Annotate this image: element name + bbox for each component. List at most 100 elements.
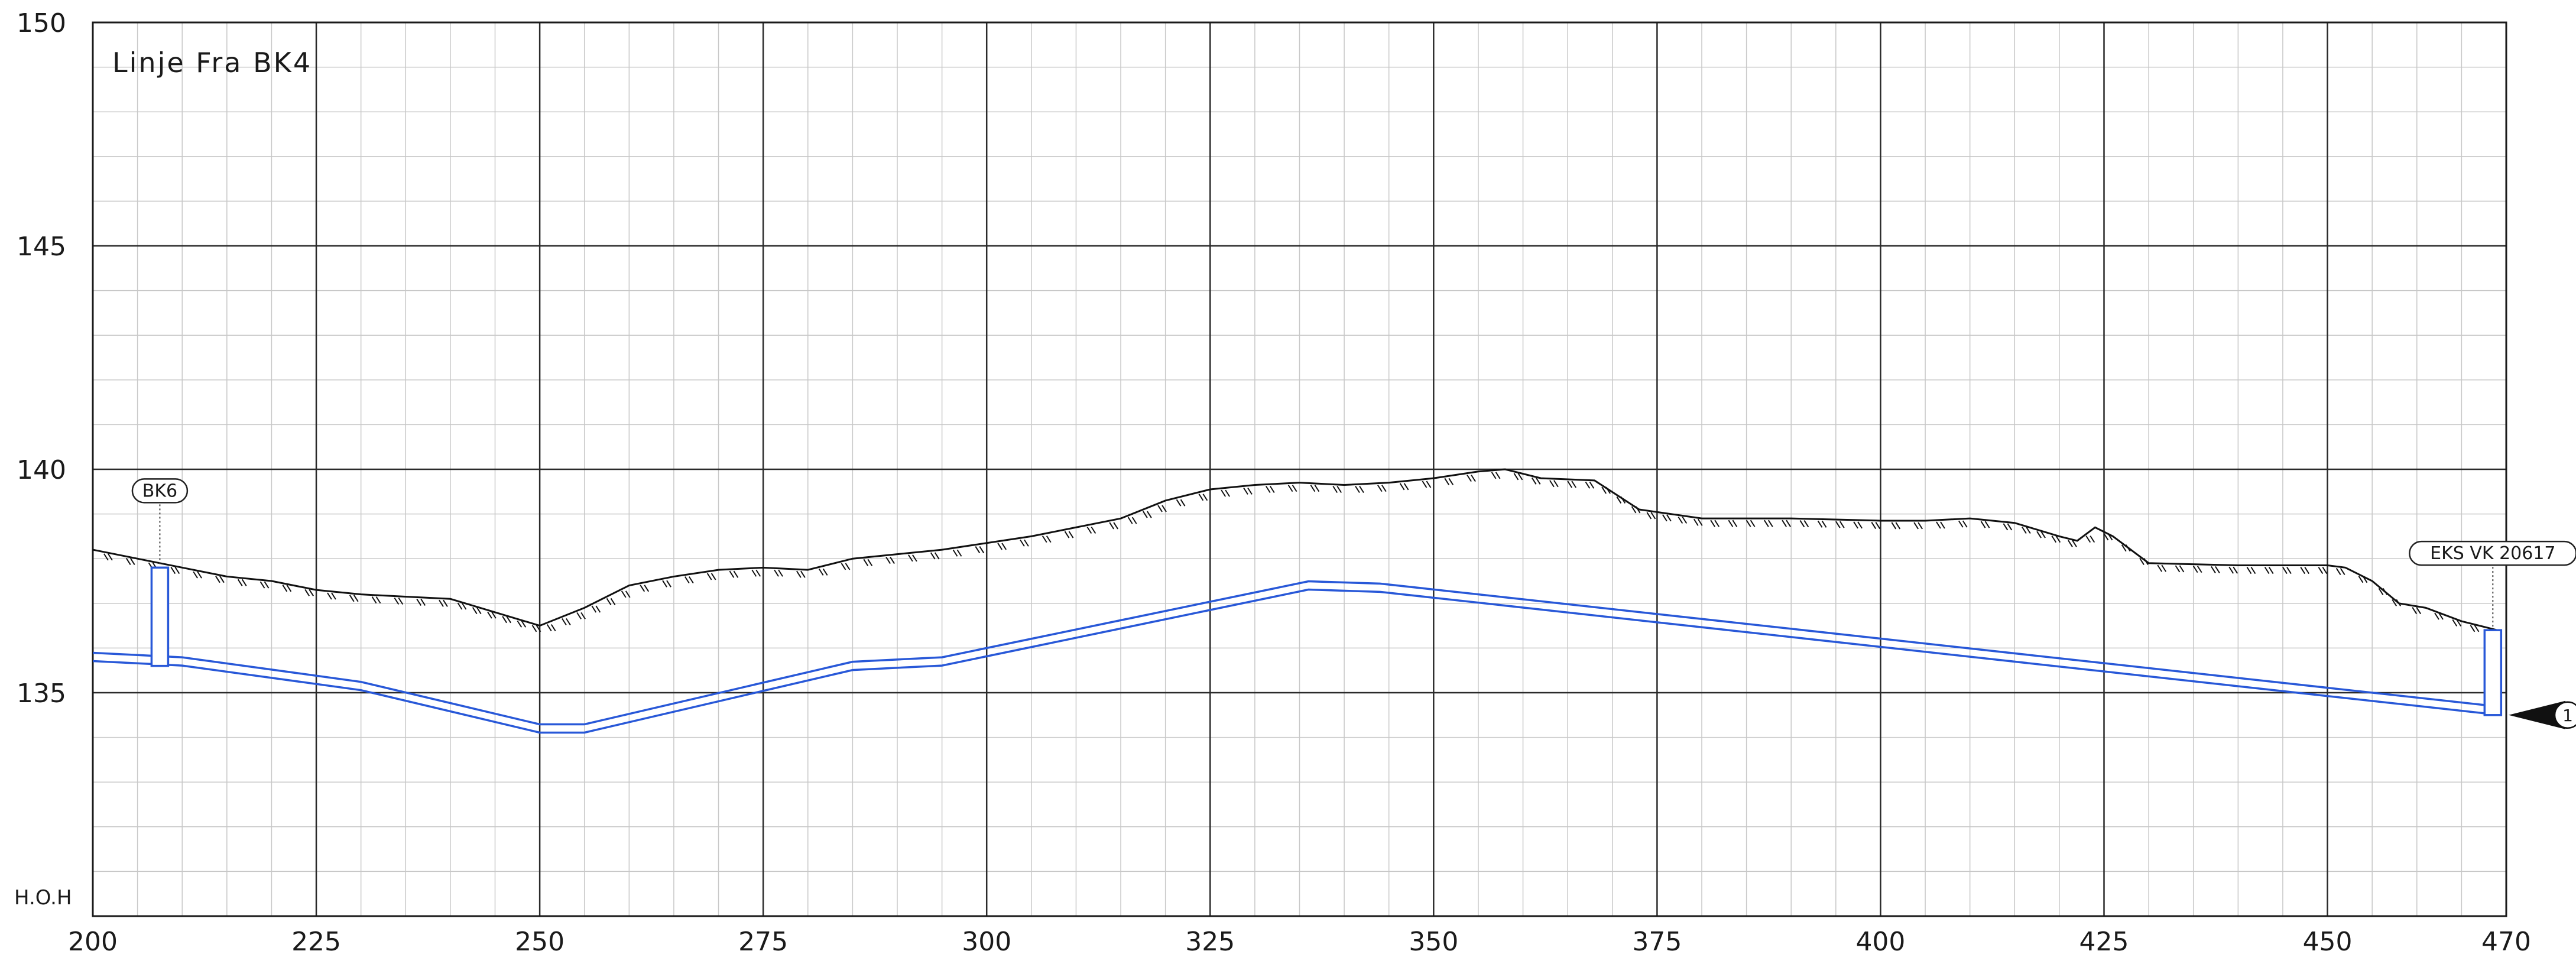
terrain-hatch-mark <box>1605 486 1611 494</box>
terrain-hatch-mark <box>2392 599 2397 606</box>
terrain-hatch-mark <box>2215 566 2220 573</box>
terrain-hatch-mark <box>1650 512 1656 520</box>
terrain-hatch-mark <box>2125 544 2131 552</box>
terrain-hatch-mark <box>1589 481 1595 489</box>
terrain-hatch-mark <box>867 559 873 566</box>
terrain-hatch-mark <box>625 590 631 598</box>
terrain-hatch-mark <box>394 597 400 605</box>
terrain-hatch-mark <box>1001 543 1007 550</box>
terrain-hatch-mark <box>1875 522 1881 530</box>
terrain-hatch-mark <box>491 611 497 619</box>
terrain-hatch-mark <box>1746 520 1751 527</box>
terrain-hatch-mark <box>1984 521 1990 528</box>
terrain-hatch-mark <box>1265 485 1271 494</box>
terrain-hatch-mark <box>1202 494 1208 501</box>
terrain-hatch-mark <box>1403 483 1409 491</box>
terrain-hatch-mark <box>170 567 176 574</box>
terrain-hatch-mark <box>2233 566 2238 574</box>
terrain-hatch-mark <box>1662 514 1667 522</box>
terrain-hatch-mark <box>375 596 381 604</box>
terrain-hatch-mark <box>890 556 895 564</box>
terrain-hatch-mark <box>420 598 426 606</box>
terrain-line <box>92 468 2498 631</box>
terrain-hatch-mark <box>710 573 716 580</box>
terrain-hatch-mark <box>845 563 851 570</box>
terrain-hatch-mark <box>2246 567 2252 574</box>
terrain-hatch-mark <box>1958 520 1964 528</box>
marker-circle <box>2554 701 2576 729</box>
terrain-hatch-mark <box>1143 511 1148 518</box>
terrain-hatch-mark <box>1535 477 1541 485</box>
terrain-hatch-mark <box>796 570 802 578</box>
terrain-hatch-mark <box>930 552 936 560</box>
x-tick-label: 250 <box>515 927 564 957</box>
terrain-hatch-mark <box>327 592 332 600</box>
terrain-hatch-mark <box>1381 485 1387 492</box>
x-tick-label: 325 <box>1185 927 1235 957</box>
terrain-hatch-mark <box>1086 526 1092 534</box>
terrain-hatch-mark <box>536 625 541 632</box>
terrain-hatch-mark <box>2282 567 2288 574</box>
marker-label: 1 <box>2562 706 2573 725</box>
terrain-hatch-mark <box>595 605 601 613</box>
terrain-hatch-mark <box>2304 567 2310 574</box>
terrain-hatch-mark <box>2264 567 2270 574</box>
structure-rect <box>150 566 170 667</box>
terrain-hatch-mark <box>774 569 779 577</box>
terrain-hatch-mark <box>1310 485 1316 492</box>
terrain-hatch-mark <box>1491 472 1497 479</box>
structure-rect <box>2483 629 2503 716</box>
terrain-hatch-mark <box>353 595 359 602</box>
terrain-hatch-mark <box>1697 518 1703 526</box>
terrain-hatch-mark <box>472 607 478 615</box>
terrain-hatch-mark <box>1147 511 1152 518</box>
y-axis-label: H.O.H <box>14 886 72 910</box>
terrain-hatch-mark <box>197 571 202 579</box>
terrain-hatch-mark <box>644 585 650 592</box>
terrain-hatch-mark <box>1616 496 1622 504</box>
terrain-hatch-mark <box>103 553 109 561</box>
terrain-hatch-mark <box>1046 535 1052 543</box>
terrain-hatch-mark <box>517 620 523 628</box>
chart-title: Linje Fra BK4 <box>112 47 312 79</box>
terrain-hatch-mark <box>2286 567 2292 574</box>
terrain-hatch-mark <box>1571 481 1577 488</box>
terrain-hatch-mark <box>1549 480 1555 488</box>
terrain-hatch-mark <box>1180 499 1186 507</box>
terrain-hatch-mark <box>1269 485 1275 494</box>
x-tick-label: 225 <box>291 927 341 957</box>
terrain-hatch-mark <box>461 602 467 610</box>
terrain-hatch-mark <box>1821 520 1827 528</box>
terrain-hatch-mark <box>286 585 292 592</box>
terrain-hatch-mark <box>2085 535 2091 543</box>
terrain-hatch-mark <box>2382 588 2388 595</box>
terrain-hatch-mark <box>457 602 463 610</box>
terrain-hatch-mark <box>1857 521 1863 529</box>
terrain-hatch-mark <box>566 618 571 626</box>
terrain-hatch-mark <box>729 570 735 578</box>
terrain-hatch-mark <box>1635 506 1641 514</box>
terrain-hatch-mark <box>2412 607 2418 615</box>
y-axis-ticks: 135 140 145 150 <box>17 8 66 709</box>
terrain-hatch-mark <box>706 573 712 580</box>
structure-tag <box>131 478 189 504</box>
terrain-hatch-mark <box>2055 535 2061 543</box>
terrain-hatch-mark <box>2340 567 2345 575</box>
terrain-hatch-mark <box>1091 526 1096 534</box>
terrain-hatch-mark <box>1176 499 1182 507</box>
terrain-hatch-mark <box>129 557 135 565</box>
y-tick-label: 140 <box>17 455 66 485</box>
terrain-hatch-mark <box>1157 505 1163 512</box>
terrain-hatch-mark <box>1198 494 1204 501</box>
terrain-hatch-mark <box>1243 487 1248 495</box>
terrain-hatch-mark <box>193 571 198 579</box>
terrain-hatch-mark <box>1314 485 1320 492</box>
terrain-hatch-mark <box>2396 599 2402 606</box>
terrain-hatch-mark <box>521 620 527 628</box>
terrain-hatch-mark <box>1336 485 1342 494</box>
terrain-hatch-mark <box>1871 522 1877 530</box>
terrain-hatch-mark <box>2452 619 2458 627</box>
terrain-hatch-mark <box>1817 520 1823 528</box>
terrain-hatch-mark <box>108 553 113 561</box>
